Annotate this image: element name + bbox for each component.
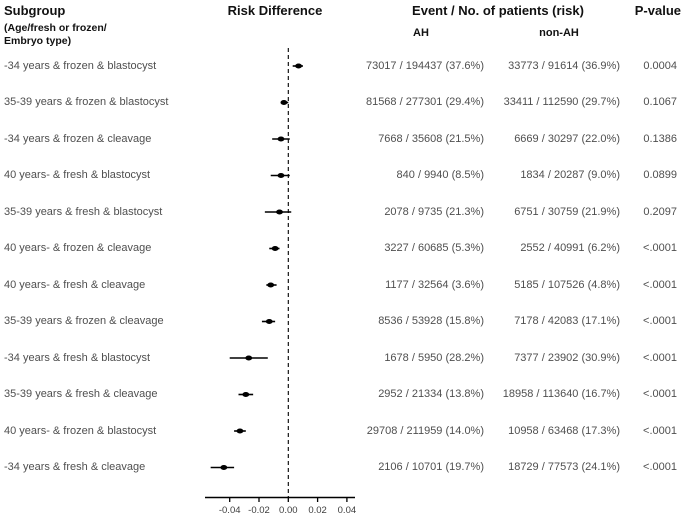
x-tick-label: 0.02	[308, 505, 327, 516]
table-row: 40 years- & frozen & blastocyst 29708 / …	[0, 424, 685, 439]
table-row: 40 years- & fresh & blastocyst 840 / 994…	[0, 168, 685, 183]
point-marker	[295, 63, 302, 69]
non-ah-value: 33773 / 91614 (36.9%)	[508, 59, 620, 72]
ah-value: 29708 / 211959 (14.0%)	[366, 424, 484, 437]
subgroup-label: 35-39 years & fresh & cleavage	[4, 388, 158, 400]
non-ah-value: 18729 / 77573 (24.1%)	[508, 461, 620, 473]
subgroup-label: -34 years & fresh & cleavage	[4, 461, 146, 473]
point-marker	[220, 465, 228, 470]
ah-value: 8536 / 53928 (15.8%)	[378, 315, 484, 327]
subgroup-label: 35-39 years & frozen & blastocyst	[4, 96, 169, 108]
p-value: <.0001	[643, 424, 677, 437]
point-marker	[277, 136, 285, 142]
p-value: <.0001	[643, 351, 677, 364]
table-row: -34 years & frozen & cleavage 7668 / 356…	[0, 132, 685, 147]
non-ah-value: 33411 / 112590 (29.7%)	[503, 96, 620, 108]
non-ah-value: 6669 / 30297 (22.0%)	[514, 132, 620, 145]
point-marker	[242, 392, 250, 397]
table-row: 40 years- & fresh & cleavage 1177 / 3256…	[0, 278, 685, 293]
table-row: 35-39 years & frozen & cleavage 8536 / 5…	[0, 314, 685, 329]
column-header-ah: AH	[413, 27, 429, 39]
column-header-non-ah: non-AH	[539, 27, 579, 39]
table-row: -34 years & frozen & blastocyst 73017 / …	[0, 59, 685, 74]
p-value: <.0001	[643, 242, 677, 254]
ah-value: 7668 / 35608 (21.5%)	[378, 132, 484, 145]
non-ah-value: 6751 / 30759 (21.9%)	[514, 205, 620, 218]
x-tick-label: 0.04	[338, 505, 357, 516]
point-marker	[245, 355, 253, 361]
column-header-events: Event / No. of patients (risk)	[412, 3, 584, 18]
table-row: -34 years & fresh & blastocyst 1678 / 59…	[0, 351, 685, 366]
subgroup-label: -34 years & fresh & blastocyst	[4, 351, 151, 364]
p-value: 0.2097	[643, 205, 677, 218]
p-value: <.0001	[643, 461, 677, 473]
ah-value: 840 / 9940 (8.5%)	[396, 169, 484, 181]
table-row: 35-39 years & fresh & blastocyst 2078 / …	[0, 205, 685, 220]
x-tick-label: -0.04	[219, 505, 241, 516]
non-ah-value: 5185 / 107526 (4.8%)	[514, 278, 620, 291]
point-marker	[280, 100, 288, 105]
subgroup-note-line1: (Age/fresh or frozen/	[4, 22, 107, 34]
subgroup-label: -34 years & frozen & blastocyst	[4, 59, 157, 72]
column-header-risk-difference: Risk Difference	[227, 3, 323, 18]
non-ah-value: 18958 / 113640 (16.7%)	[502, 388, 620, 400]
subgroup-label: 35-39 years & fresh & blastocyst	[4, 205, 163, 218]
point-marker	[271, 246, 279, 251]
non-ah-value: 2552 / 40991 (6.2%)	[520, 242, 620, 254]
ah-value: 81568 / 277301 (29.4%)	[365, 96, 484, 108]
subgroup-note-line2: Embryo type)	[4, 35, 72, 47]
table-row: 40 years- & frozen & cleavage 3227 / 606…	[0, 241, 685, 256]
ah-value: 2952 / 21334 (13.8%)	[378, 388, 484, 400]
column-header-p-value: P-value	[634, 3, 681, 18]
point-marker	[276, 209, 283, 215]
subgroup-label: 35-39 years & frozen & cleavage	[4, 315, 164, 327]
non-ah-value: 10958 / 63468 (17.3%)	[508, 424, 620, 437]
non-ah-value: 7377 / 23902 (30.9%)	[514, 351, 620, 364]
point-marker	[236, 428, 244, 434]
point-marker	[277, 173, 285, 178]
p-value: 0.1386	[643, 132, 677, 145]
p-value: 0.0004	[643, 59, 677, 72]
non-ah-value: 1834 / 20287 (9.0%)	[520, 169, 620, 181]
table-row: -34 years & fresh & cleavage 2106 / 1070…	[0, 460, 685, 475]
ah-value: 1177 / 32564 (3.6%)	[385, 278, 484, 291]
ah-value: 1678 / 5950 (28.2%)	[384, 351, 484, 364]
subgroup-label: 40 years- & frozen & blastocyst	[4, 424, 157, 437]
p-value: <.0001	[643, 278, 677, 291]
column-header-subgroup: Subgroup	[4, 3, 66, 18]
non-ah-value: 7178 / 42083 (17.1%)	[514, 315, 620, 327]
ah-value: 73017 / 194437 (37.6%)	[365, 59, 484, 72]
x-tick-label: 0.00	[279, 505, 298, 516]
table-row: 35-39 years & frozen & blastocyst 81568 …	[0, 95, 685, 110]
p-value: 0.0899	[643, 169, 677, 181]
p-value: 0.1067	[643, 96, 677, 108]
subgroup-label: 40 years- & fresh & blastocyst	[4, 169, 151, 181]
subgroup-label: -34 years & frozen & cleavage	[4, 132, 152, 145]
p-value: <.0001	[643, 315, 677, 327]
x-tick-label: -0.02	[248, 505, 270, 516]
point-marker	[265, 319, 273, 324]
ah-value: 2106 / 10701 (19.7%)	[378, 461, 484, 473]
subgroup-label: 40 years- & fresh & cleavage	[4, 278, 146, 291]
subgroup-label: 40 years- & frozen & cleavage	[4, 242, 152, 254]
point-marker	[267, 282, 275, 288]
table-row: 35-39 years & fresh & cleavage 2952 / 21…	[0, 387, 685, 402]
ah-value: 3227 / 60685 (5.3%)	[384, 242, 484, 254]
ah-value: 2078 / 9735 (21.3%)	[384, 205, 484, 218]
p-value: <.0001	[643, 388, 677, 400]
